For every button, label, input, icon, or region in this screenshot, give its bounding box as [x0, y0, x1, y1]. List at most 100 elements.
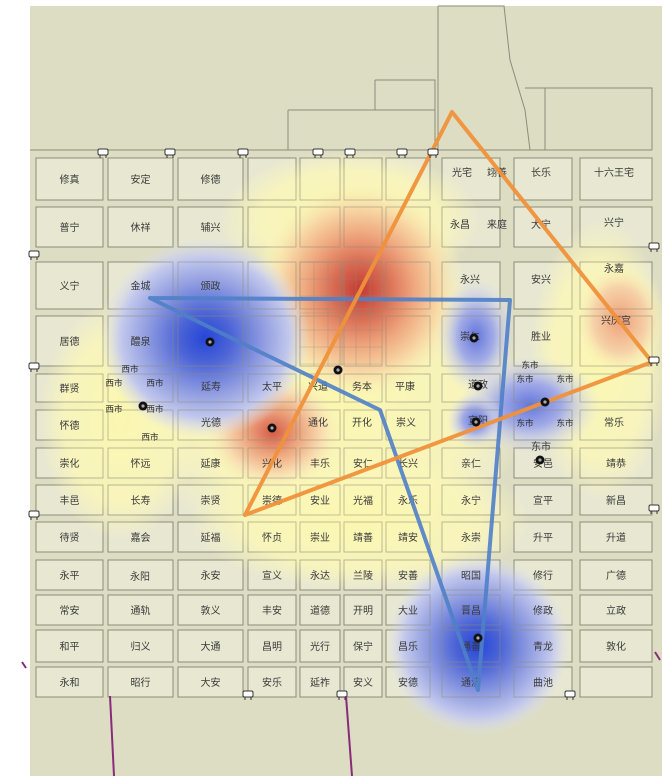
ward-block-outline — [385, 261, 431, 310]
market-label: 西市 — [105, 378, 123, 389]
ward-label: 兴宁 — [604, 216, 624, 229]
ward-block-outline — [107, 629, 174, 663]
ward-label: 靖恭 — [606, 457, 626, 470]
ward-block-outline — [247, 157, 297, 201]
gate-marker-icon — [344, 148, 356, 158]
ward-block-outline — [441, 447, 501, 479]
ward-label: 安业 — [310, 494, 330, 507]
ward-label: 太平 — [262, 380, 282, 393]
gate-marker-icon — [237, 148, 249, 158]
gate-marker-icon — [28, 362, 40, 372]
ward-block-outline — [343, 315, 383, 367]
ward-label: 保宁 — [353, 640, 373, 653]
gate-marker-icon — [242, 690, 254, 700]
ward-block — [579, 157, 653, 201]
ward-label: 修政 — [533, 604, 553, 617]
ward-label: 通轨 — [131, 604, 151, 617]
site-points — [138, 333, 550, 643]
ward-label: 务本 — [352, 380, 372, 393]
ward-block-outline — [343, 594, 383, 626]
ward-block-outline — [299, 521, 341, 553]
ward-label: 靖善 — [353, 531, 373, 544]
ward-block-outline — [35, 206, 104, 248]
ward-block — [579, 559, 653, 591]
ward-block — [35, 261, 104, 310]
palace-outlines — [30, 5, 653, 151]
coldspot-south — [386, 555, 570, 735]
ward-label: 普宁 — [60, 221, 80, 234]
site-point-icon-center — [336, 368, 340, 372]
ward-block-outline — [177, 315, 244, 367]
ward-label: 颁政 — [201, 280, 221, 293]
ward-label: 光福 — [353, 494, 373, 507]
site-point-icon-center — [476, 636, 480, 640]
ward-label: 丰安 — [262, 604, 282, 617]
market-label: 西市 — [105, 404, 123, 415]
ward-label: 光行 — [310, 640, 330, 653]
ward-block — [247, 629, 297, 663]
site-point-icon-center — [270, 426, 274, 430]
ward-block-outline — [35, 521, 104, 553]
ward-label: 平康 — [395, 380, 415, 393]
ward-label: 永和 — [60, 676, 80, 689]
ward-block-outline — [247, 484, 297, 516]
ward-block-outline — [385, 594, 431, 626]
ward-block — [579, 666, 653, 698]
ward-block-outline — [177, 484, 244, 516]
ward-block-outline — [441, 261, 501, 310]
ward-label: 休祥 — [131, 221, 151, 234]
ward-label: 永嘉 — [604, 262, 624, 275]
ward-block-outline — [247, 666, 297, 698]
ward-block-outline — [385, 373, 431, 403]
ward-label: 兰陵 — [353, 569, 373, 582]
ward-block-outline — [579, 409, 653, 441]
ward-block-outline — [343, 629, 383, 663]
ward-block-outline — [513, 484, 573, 516]
ward-block-outline — [441, 521, 501, 553]
ward-label: 长兴 — [398, 458, 418, 470]
ward-block-outline — [579, 629, 653, 663]
ward-label: 崇贤 — [201, 495, 221, 507]
ward-block-outline — [177, 666, 244, 698]
ward-block-outline — [513, 409, 573, 441]
ward-block-outline — [441, 594, 501, 626]
ward-label: 常安 — [60, 604, 80, 617]
ward-label: 晋昌 — [461, 605, 481, 617]
ward-block-outline — [35, 315, 104, 367]
orange-route — [243, 110, 654, 517]
ward-block-outline — [441, 484, 501, 516]
ward-block — [35, 629, 104, 663]
ward-block-outline — [343, 521, 383, 553]
gate-marker-icon — [564, 690, 576, 700]
ward-label: 青龙 — [533, 640, 553, 653]
market-label: 东市 — [516, 418, 534, 429]
gate-marker-icon — [164, 148, 176, 158]
site-point-icon-center — [543, 400, 547, 404]
ward-block-outline — [299, 373, 341, 403]
ward-label: 来庭 — [487, 218, 507, 231]
ward-block-outline — [107, 666, 174, 698]
site-point-icon-center — [538, 458, 542, 462]
ward-block — [299, 629, 341, 663]
ward-label: 永宁 — [461, 494, 481, 507]
ward-block-outline — [247, 521, 297, 553]
ward-label: 昌明 — [262, 641, 282, 653]
ward-block-outline — [385, 666, 431, 698]
ward-label: 辅兴 — [201, 221, 221, 234]
ward-block-outline — [513, 594, 573, 626]
ward-label: 怀远 — [131, 458, 151, 470]
ward-label: 醴泉 — [131, 335, 151, 348]
ward-block-outline — [177, 206, 244, 248]
ward-block-outline — [579, 157, 653, 201]
ward-block-outline — [343, 484, 383, 516]
ward-block-outline — [513, 666, 573, 698]
ward-label: 敦义 — [201, 604, 221, 617]
ward-block-outline — [579, 447, 653, 479]
ward-label: 延康 — [201, 457, 221, 470]
ward-label: 宣义 — [262, 569, 282, 582]
ward-block-outline — [299, 157, 341, 201]
ward-label: 敦化 — [606, 640, 626, 653]
ward-label: 延寿 — [201, 380, 221, 393]
ward-label: 安兴 — [531, 273, 551, 286]
